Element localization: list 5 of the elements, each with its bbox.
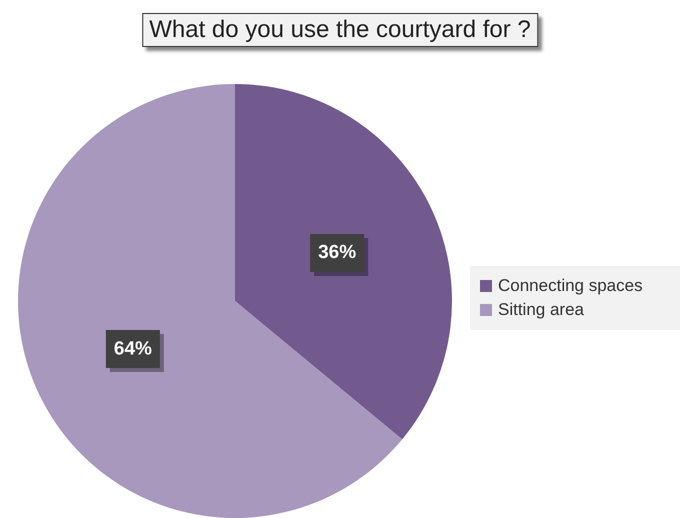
legend-label: Sitting area <box>498 300 584 320</box>
data-label: 36% <box>318 242 356 264</box>
data-label: 64% <box>114 338 152 360</box>
legend-label: Connecting spaces <box>498 276 643 296</box>
chart-title: What do you use the courtyard for ? <box>142 13 538 47</box>
